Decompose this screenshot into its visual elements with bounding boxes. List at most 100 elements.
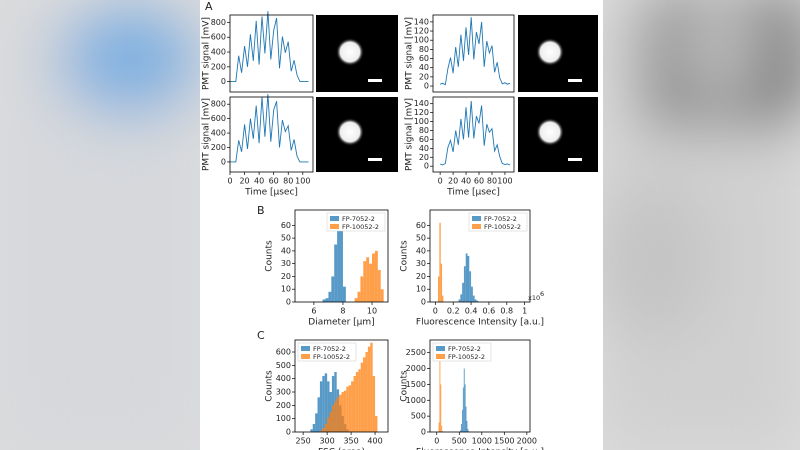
hist-bar (312, 424, 316, 432)
x-tick-label: 250 (296, 437, 311, 446)
legend-label: FP-7052-2 (484, 215, 517, 223)
chart: FP-7052-2FP-10052-2050010001500200025000… (400, 339, 544, 450)
hist-bar (465, 406, 467, 432)
y-tick-label: 20 (416, 272, 426, 281)
hist-bar (466, 420, 468, 432)
hist-bar (439, 222, 441, 302)
hist-bar (322, 428, 325, 432)
hist-bar (471, 286, 473, 302)
x-tick-label: 1 (522, 307, 527, 316)
hist-bar (372, 376, 376, 432)
y-tick-label: 600 (276, 348, 291, 357)
hist-bar (365, 352, 368, 432)
hist-bar (340, 215, 343, 302)
panel-label: A (205, 0, 213, 13)
hist-bar (317, 397, 320, 432)
signal-line (439, 100, 511, 166)
y-tick-label: 500 (276, 361, 291, 370)
hist-bar (472, 295, 475, 302)
hist-bar (322, 376, 325, 432)
hist-bar (331, 376, 335, 432)
x-tick-label: 0.8 (500, 307, 513, 316)
plot-frame (429, 209, 531, 303)
y-tick-label: 20 (419, 153, 429, 162)
hist-bar (441, 425, 443, 432)
hist-bar (440, 263, 443, 302)
y-axis-label: Counts (400, 370, 410, 402)
y-tick-label: 600 (211, 33, 226, 42)
hist-bar (462, 282, 464, 302)
y-tick-label: 40 (281, 246, 291, 255)
x-axis-label: Time [µsec] (244, 188, 298, 198)
x-axis-label: Time [µsec] (446, 188, 500, 198)
legend-box (468, 212, 528, 232)
chart: 0 200 400 600 800 0 20 40 60 80 100 PMT signal [mV]… (202, 94, 314, 198)
y-axis-label: Counts (265, 370, 275, 402)
legend: FP-7052-2FP-10052-2 (432, 342, 492, 362)
chart: FP-7052-2FP-10052-2 0 10 20 30 40 50 60 6 8 10 Coun… (265, 209, 389, 328)
legend-swatch (330, 216, 339, 221)
legend: FP-7052-2FP-10052-2 (326, 212, 386, 232)
hist-bar (351, 381, 354, 432)
hist-bar (327, 381, 330, 432)
signal-line (230, 11, 309, 83)
x-offset-exponent: 6 (540, 290, 544, 298)
y-tick-label: 40 (419, 63, 429, 72)
legend-swatch (472, 224, 481, 229)
y-tick-label: 20 (281, 272, 291, 281)
legend-swatch (301, 354, 310, 359)
hist-bar (324, 424, 328, 432)
legend-label: FP-7052-2 (342, 215, 375, 223)
panel-label: C (257, 329, 265, 342)
hist-bar (354, 298, 358, 302)
y-tick-label: 0 (286, 298, 291, 307)
x-tick-label: 500 (452, 437, 467, 446)
y-tick-label: 140 (414, 99, 429, 108)
y-tick-label: 200 (276, 401, 291, 410)
x-tick-label: 0 (433, 307, 438, 316)
hist-bar (462, 387, 464, 432)
y-axis-label: Counts (265, 240, 275, 272)
y-tick-label: 20 (419, 72, 429, 81)
y-tick-label: 400 (211, 48, 226, 57)
plot-frame (294, 339, 389, 433)
y-tick-label: 120 (414, 108, 429, 117)
y-axis-label: PMT signal [mV] (405, 98, 415, 171)
plot-frame (432, 14, 515, 93)
x-axis-label: Fluorescence Intensity [a.u.] (416, 448, 544, 450)
y-tick-label: 2500 (406, 348, 426, 357)
x-tick-label: 0.4 (465, 307, 478, 316)
y-tick-label: 400 (276, 374, 291, 383)
hist-bar (327, 417, 330, 432)
legend-box (297, 342, 357, 362)
hist-bar (363, 261, 367, 302)
x-tick-label: 0.6 (483, 307, 496, 316)
x-axis-label: Diameter [µm] (308, 318, 374, 328)
y-axis-label: PMT signal [mV] (202, 98, 212, 171)
y-tick-label: 80 (419, 45, 429, 54)
legend-swatch (330, 224, 339, 229)
y-tick-label: 10 (416, 285, 426, 294)
y-tick-label: 40 (416, 246, 426, 255)
x-tick-label: 60 (474, 177, 484, 186)
hist-bar (442, 431, 444, 432)
hist-bar (360, 276, 364, 302)
hist-bar (346, 386, 349, 432)
hist-bar (357, 291, 361, 302)
y-tick-label: 50 (416, 234, 426, 243)
hist-bar (476, 300, 479, 302)
y-tick-label: 0 (221, 157, 226, 166)
hist-bar (315, 413, 318, 432)
hist-bar (355, 372, 359, 432)
hist-bar (353, 376, 356, 432)
hist-bar (463, 368, 465, 432)
x-tick-label: 0 (227, 177, 232, 186)
legend-swatch (472, 216, 481, 221)
plot-frame (294, 209, 389, 303)
y-tick-label: 600 (211, 114, 226, 123)
hist-bar (460, 430, 462, 432)
x-tick-label: 20 (448, 177, 458, 186)
